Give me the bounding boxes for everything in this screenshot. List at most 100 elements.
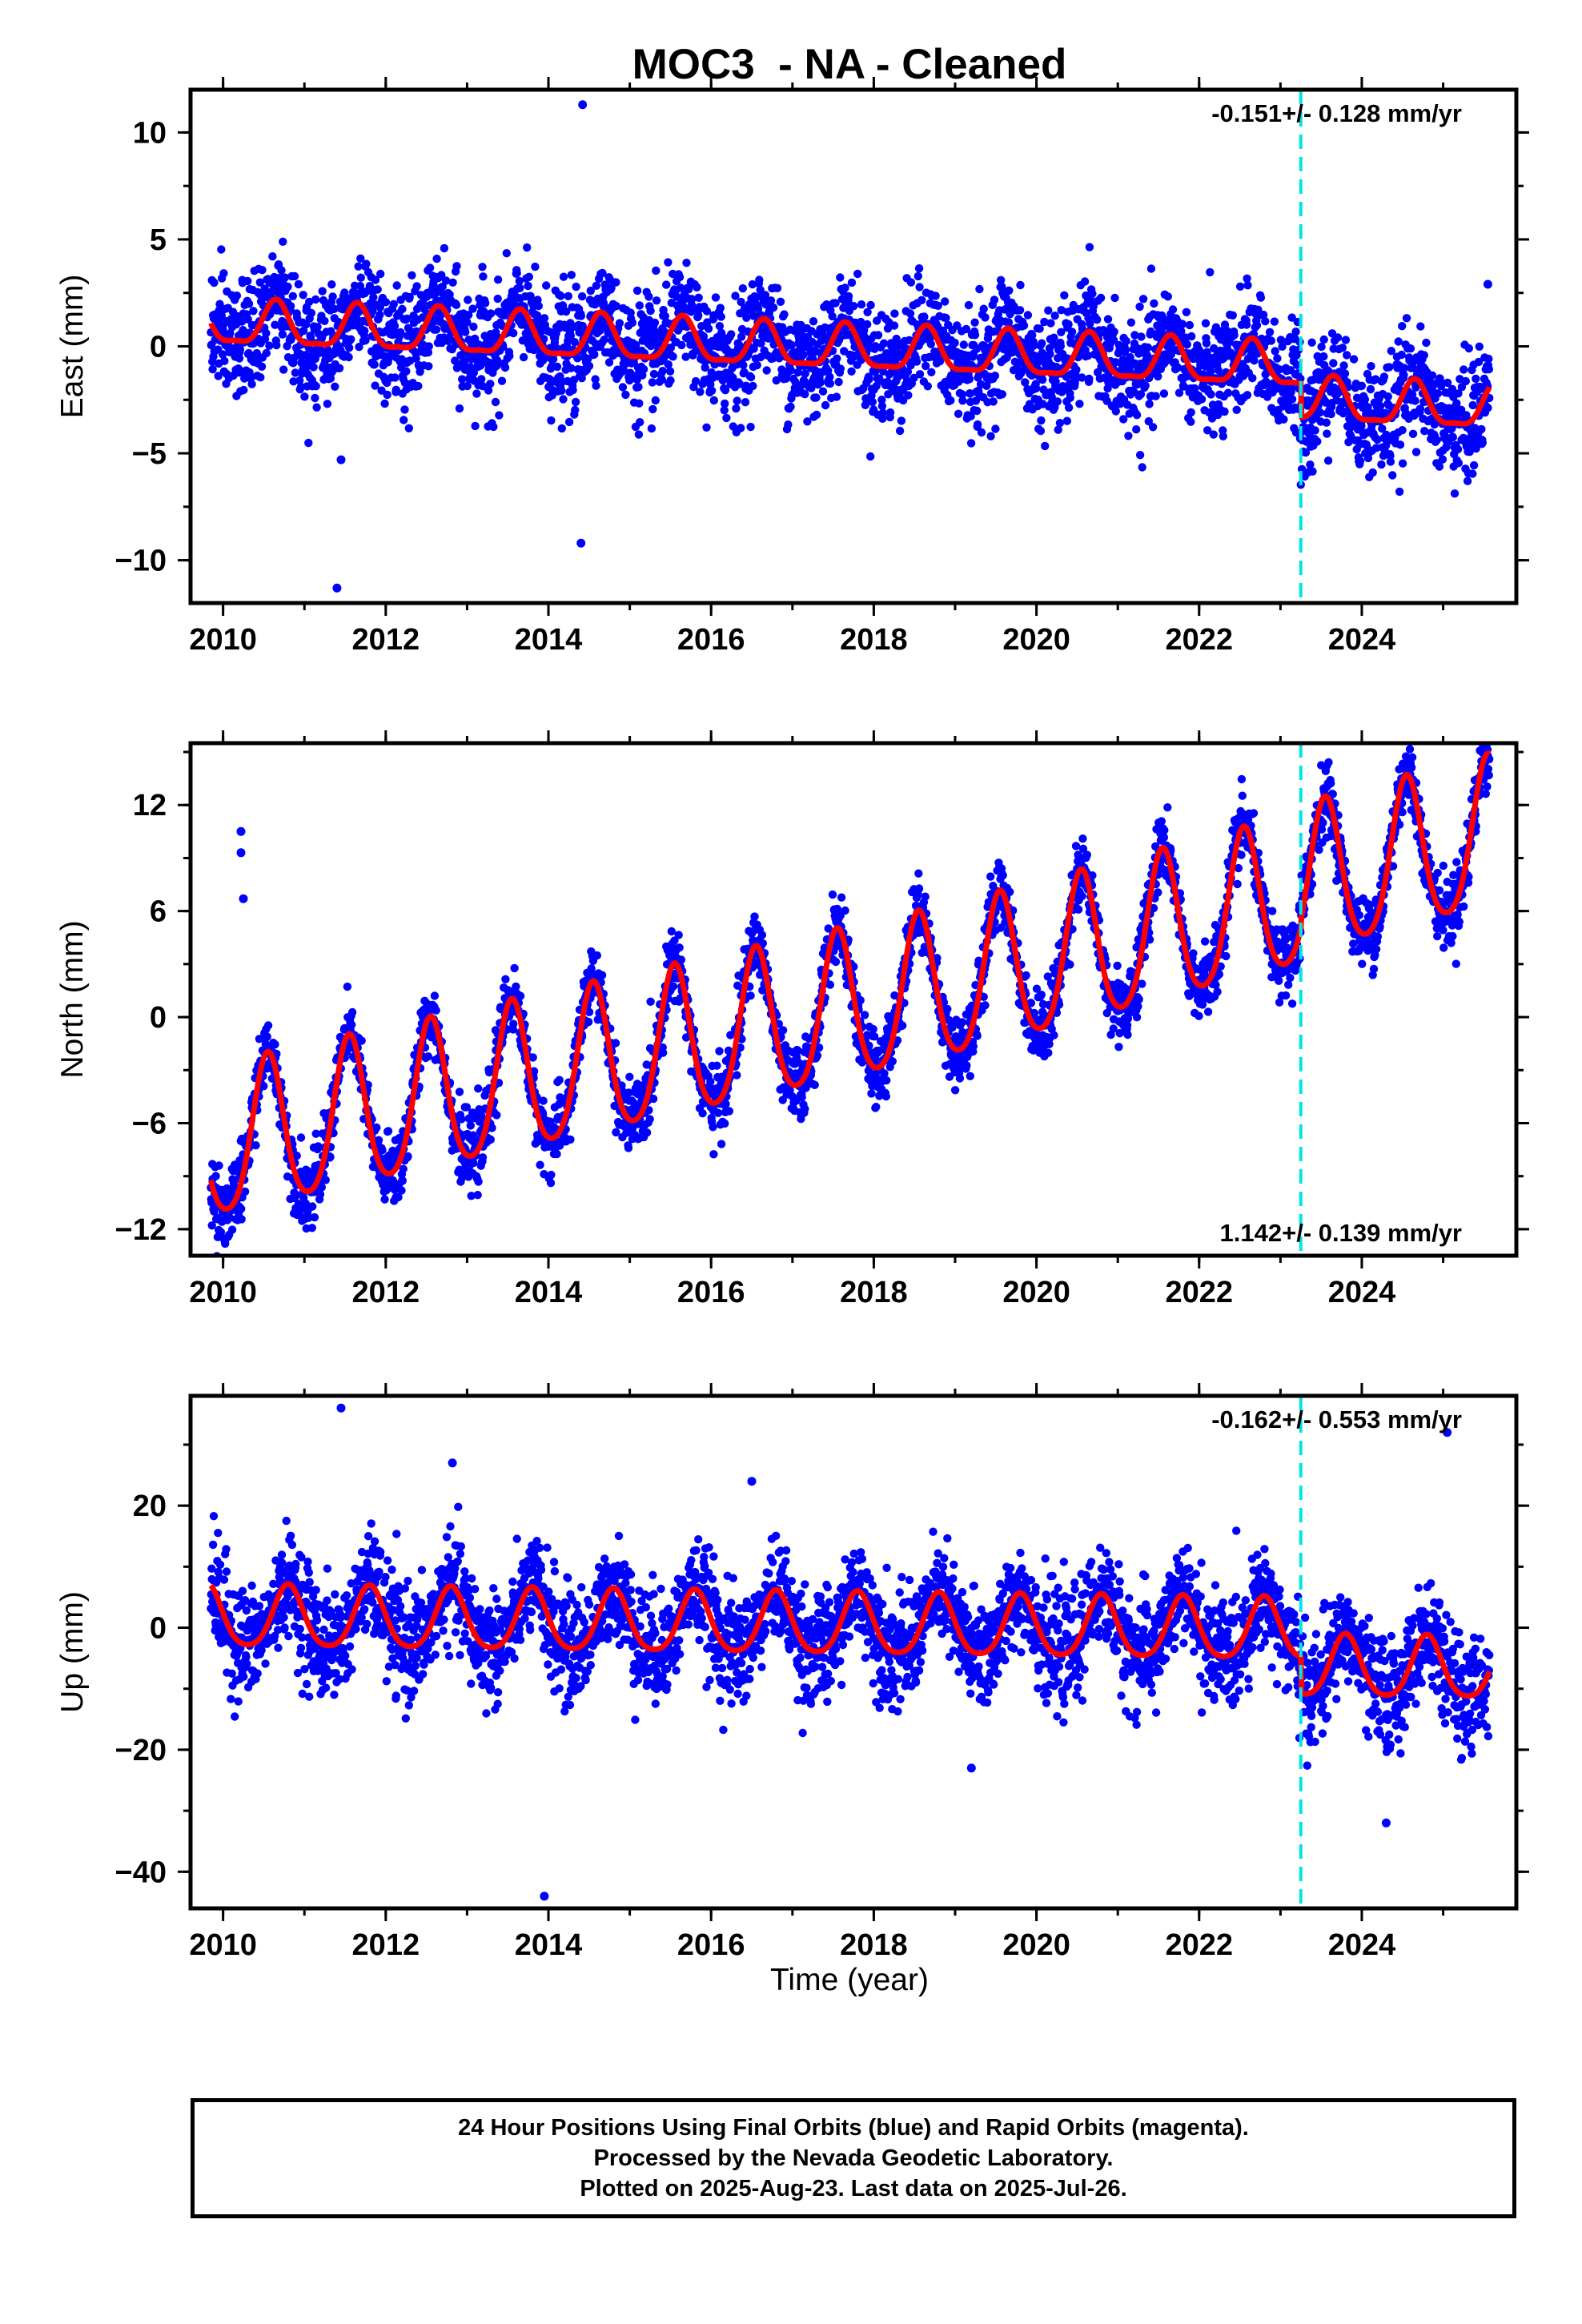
data-point: [691, 376, 701, 386]
data-point: [516, 991, 525, 1000]
data-point: [1220, 320, 1230, 329]
data-point: [1138, 295, 1148, 304]
data-point: [1278, 342, 1287, 351]
data-point: [635, 301, 644, 310]
data-point: [600, 336, 608, 344]
data-point: [675, 272, 685, 282]
data-point: [748, 279, 757, 289]
data-point: [991, 424, 1000, 433]
data-point: [1057, 328, 1066, 336]
data-point: [1319, 335, 1328, 344]
data-point: [512, 268, 521, 278]
data-point: [1207, 367, 1215, 376]
data-point: [1138, 463, 1146, 472]
data-point: [1151, 392, 1160, 400]
data-point: [1197, 395, 1207, 404]
data-point: [702, 423, 711, 432]
outlier-point: [578, 100, 588, 110]
data-point: [1203, 426, 1212, 435]
data-point: [964, 300, 974, 310]
data-point: [658, 367, 667, 376]
data-point: [682, 259, 691, 267]
data-point: [998, 282, 1006, 292]
data-point: [786, 402, 795, 411]
data-point: [396, 328, 405, 337]
data-point: [649, 369, 659, 379]
data-point: [1146, 264, 1156, 273]
data-point: [235, 354, 244, 363]
data-point: [1250, 356, 1259, 365]
data-point: [1119, 415, 1128, 424]
data-point: [1062, 416, 1072, 425]
data-point: [271, 320, 279, 329]
data-point: [371, 275, 380, 284]
data-point: [913, 271, 923, 281]
data-point: [1271, 347, 1279, 356]
data-point: [478, 1153, 488, 1162]
data-point: [652, 266, 661, 275]
data-point: [1387, 347, 1396, 356]
data-point: [821, 400, 830, 410]
outlier-point: [332, 583, 342, 593]
data-point: [1355, 456, 1365, 465]
data-point: [542, 281, 551, 290]
data-point: [1463, 476, 1472, 485]
data-point: [958, 390, 967, 399]
data-point: [404, 424, 413, 432]
data-point: [571, 405, 580, 415]
data-point: [942, 313, 950, 323]
data-point: [493, 275, 503, 284]
data-point: [673, 292, 681, 301]
data-point: [469, 1158, 478, 1168]
data-point: [693, 283, 701, 292]
data-point: [809, 317, 818, 326]
data-point: [769, 303, 778, 312]
data-point: [1357, 421, 1366, 431]
data-point: [1137, 332, 1146, 341]
data-point: [220, 356, 229, 365]
data-point: [665, 367, 675, 376]
data-point: [890, 309, 899, 318]
data-point: [391, 385, 400, 394]
data-point: [737, 424, 745, 432]
data-point: [424, 342, 433, 351]
data-point: [466, 1121, 475, 1130]
data-point: [1349, 355, 1359, 364]
data-point: [308, 1202, 317, 1211]
y-tick-label: −5: [132, 437, 167, 471]
data-point: [799, 350, 808, 360]
data-point: [299, 326, 308, 336]
data-point: [432, 1006, 440, 1015]
data-point: [857, 300, 866, 309]
data-point: [430, 991, 440, 1000]
data-point: [414, 381, 423, 391]
data-point: [716, 304, 725, 312]
data-point: [904, 391, 913, 400]
data-point: [1321, 398, 1331, 407]
data-point: [970, 318, 979, 327]
data-point: [877, 401, 887, 411]
data-point: [371, 381, 379, 390]
data-point: [587, 964, 596, 973]
data-point: [425, 263, 435, 272]
data-point: [487, 309, 496, 318]
data-point: [300, 392, 309, 401]
data-point: [534, 301, 543, 311]
data-point: [877, 396, 886, 404]
data-point: [903, 368, 913, 376]
data-point: [347, 1020, 356, 1030]
data-point: [493, 356, 502, 365]
data-point: [1230, 331, 1239, 340]
data-point: [1028, 331, 1037, 340]
data-point: [1315, 408, 1325, 417]
data-point: [592, 281, 601, 290]
data-point: [547, 1170, 556, 1180]
data-point: [1064, 320, 1073, 329]
data-point: [648, 404, 657, 414]
data-point: [694, 293, 703, 302]
data-point: [373, 285, 382, 294]
data-point: [966, 439, 976, 448]
data-point: [1096, 293, 1106, 303]
data-point: [772, 376, 781, 385]
data-point: [1085, 243, 1094, 251]
